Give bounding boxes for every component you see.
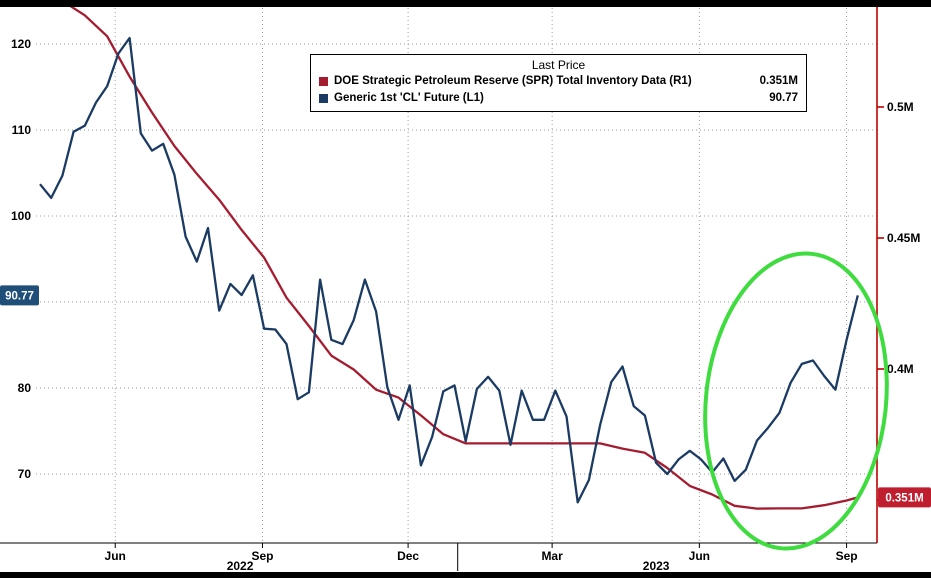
svg-text:80: 80 [18, 381, 32, 395]
bottom-crop-bar [0, 572, 931, 578]
svg-text:0.4M: 0.4M [887, 362, 914, 376]
spr-inventory-line [58, 0, 859, 510]
svg-text:70: 70 [18, 467, 32, 481]
spr-series-marker [319, 77, 328, 86]
legend-title: Last Price [531, 58, 586, 72]
svg-text:110: 110 [12, 123, 32, 137]
svg-text:0.45M: 0.45M [887, 231, 920, 245]
svg-text:Sep: Sep [251, 549, 273, 563]
grid-lines [36, 0, 877, 543]
left-axis-labels: 120 110 100 80 70 [11, 37, 31, 481]
legend-item-spr[interactable]: DOE Strategic Petroleum Reserve (SPR) To… [319, 73, 798, 90]
top-crop-bar [0, 0, 931, 7]
svg-text:Jun: Jun [689, 549, 710, 563]
svg-text:2023: 2023 [643, 559, 670, 573]
legend-item-cl-future[interactable]: Generic 1st 'CL' Future (L1) 90.77 [319, 90, 798, 107]
svg-text:Jun: Jun [105, 549, 126, 563]
svg-text:Mar: Mar [541, 549, 563, 563]
svg-text:Sep: Sep [836, 549, 858, 563]
legend-value-spr: 0.351M [759, 75, 798, 87]
svg-text:0.5M: 0.5M [887, 100, 914, 114]
legend-value-cl: 90.77 [769, 92, 798, 104]
svg-text:120: 120 [11, 37, 31, 51]
svg-text:100: 100 [11, 209, 31, 223]
highlight-ellipse [703, 251, 889, 551]
svg-text:90.77: 90.77 [5, 290, 34, 302]
svg-text:0.351M: 0.351M [885, 492, 923, 504]
right-price-badge: 0.351M [878, 487, 931, 508]
right-axis-labels: 0.5M 0.45M 0.4M [877, 100, 920, 501]
legend-label-spr: DOE Strategic Petroleum Reserve (SPR) To… [334, 75, 692, 87]
left-price-badge: 90.77 [0, 285, 39, 306]
cl-future-line [39, 36, 859, 504]
svg-text:Dec: Dec [397, 549, 419, 563]
legend: Last Price DOE Strategic Petroleum Reser… [310, 54, 807, 112]
svg-text:2022: 2022 [227, 559, 254, 573]
cl-series-marker [319, 94, 328, 103]
legend-label-cl: Generic 1st 'CL' Future (L1) [334, 92, 484, 104]
